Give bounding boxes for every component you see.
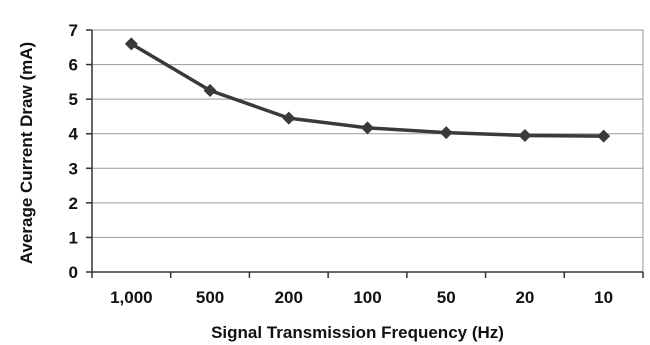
x-tick-label: 10 [594,288,613,307]
x-tick-labels: 1,000 500 200 100 50 20 10 [92,272,643,307]
x-axis-title: Signal Transmission Frequency (Hz) [211,323,504,342]
series [125,37,610,142]
data-point-marker [597,130,610,143]
y-tick-label: 7 [69,21,78,40]
y-tick-label: 4 [69,125,79,144]
axes [92,30,643,272]
y-tick-label: 5 [69,90,78,109]
y-tick-label: 6 [69,56,78,75]
y-axis-title: Average Current Draw (mA) [17,42,36,264]
data-point-marker [440,126,453,139]
y-tick-label: 2 [69,194,78,213]
x-tick-label: 1,000 [110,288,153,307]
y-tick-labels: 0 1 2 3 4 5 6 7 [69,21,92,282]
x-tick-label: 200 [275,288,303,307]
data-point-marker [282,112,295,125]
y-tick-label: 3 [69,159,78,178]
data-point-marker [361,121,374,134]
y-tick-label: 0 [69,263,78,282]
x-tick-label: 100 [353,288,381,307]
x-tick-label: 20 [515,288,534,307]
x-tick-label: 500 [196,288,224,307]
plot-border [92,30,643,272]
x-tick-label: 50 [437,288,456,307]
y-tick-label: 1 [69,228,78,247]
data-point-marker [518,129,531,142]
